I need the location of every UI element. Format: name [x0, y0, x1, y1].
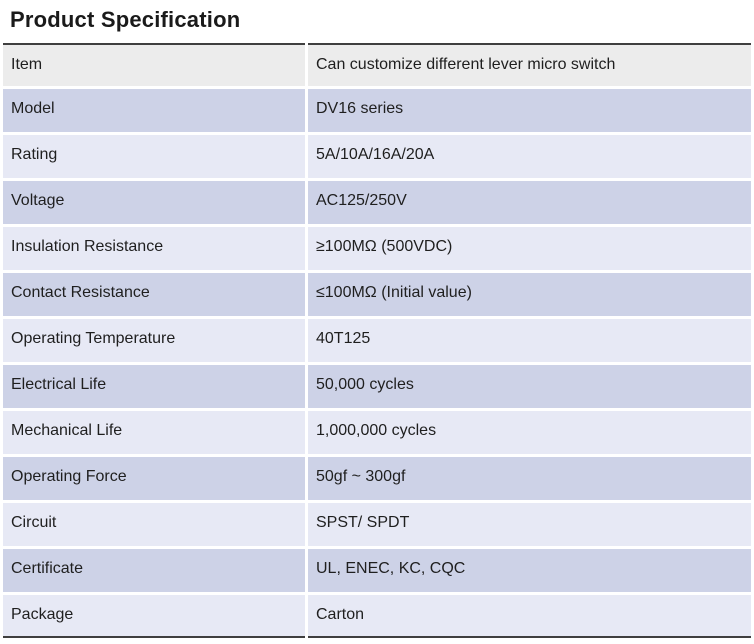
spec-value-cell: 1,000,000 cycles: [308, 411, 751, 454]
table-row: Operating Temperature 40T125: [3, 319, 751, 362]
table-row: Contact Resistance ≤100MΩ (Initial value): [3, 273, 751, 316]
spec-label-cell: Electrical Life: [3, 365, 305, 408]
spec-label-cell: Operating Force: [3, 457, 305, 500]
spec-value-cell: ≤100MΩ (Initial value): [308, 273, 751, 316]
spec-label-cell: Package: [3, 595, 305, 638]
table-row: Circuit SPST/ SPDT: [3, 503, 751, 546]
table-row: Voltage AC125/250V: [3, 181, 751, 224]
spec-table-body: Item Can customize different lever micro …: [3, 43, 751, 638]
spec-value-cell: 50gf ~ 300gf: [308, 457, 751, 500]
spec-value-cell: AC125/250V: [308, 181, 751, 224]
spec-label-cell: Operating Temperature: [3, 319, 305, 362]
spec-value-cell: ≥100MΩ (500VDC): [308, 227, 751, 270]
table-row: Mechanical Life 1,000,000 cycles: [3, 411, 751, 454]
spec-value-cell: SPST/ SPDT: [308, 503, 751, 546]
spec-label-cell: Rating: [3, 135, 305, 178]
table-row: Rating 5A/10A/16A/20A: [3, 135, 751, 178]
table-row: Item Can customize different lever micro …: [3, 43, 751, 86]
spec-value-cell: DV16 series: [308, 89, 751, 132]
spec-value-cell: 50,000 cycles: [308, 365, 751, 408]
spec-label-cell: Mechanical Life: [3, 411, 305, 454]
table-row: Insulation Resistance ≥100MΩ (500VDC): [3, 227, 751, 270]
page-title: Product Specification: [10, 7, 241, 32]
spec-label-cell: Voltage: [3, 181, 305, 224]
spec-label-cell: Certificate: [3, 549, 305, 592]
table-row: Operating Force 50gf ~ 300gf: [3, 457, 751, 500]
spec-label-cell: Contact Resistance: [3, 273, 305, 316]
spec-label-cell: Circuit: [3, 503, 305, 546]
spec-value-cell: UL, ENEC, KC, CQC: [308, 549, 751, 592]
spec-label-cell: Model: [3, 89, 305, 132]
spec-label-cell: Insulation Resistance: [3, 227, 305, 270]
spec-value-cell: Can customize different lever micro swit…: [308, 43, 751, 86]
table-row: Certificate UL, ENEC, KC, CQC: [3, 549, 751, 592]
product-spec-table: Item Can customize different lever micro …: [0, 40, 754, 641]
table-row: Model DV16 series: [3, 89, 751, 132]
spec-label-cell: Item: [3, 43, 305, 86]
spec-value-cell: Carton: [308, 595, 751, 638]
spec-value-cell: 5A/10A/16A/20A: [308, 135, 751, 178]
table-row: Package Carton: [3, 595, 751, 638]
spec-value-cell: 40T125: [308, 319, 751, 362]
table-row: Electrical Life 50,000 cycles: [3, 365, 751, 408]
